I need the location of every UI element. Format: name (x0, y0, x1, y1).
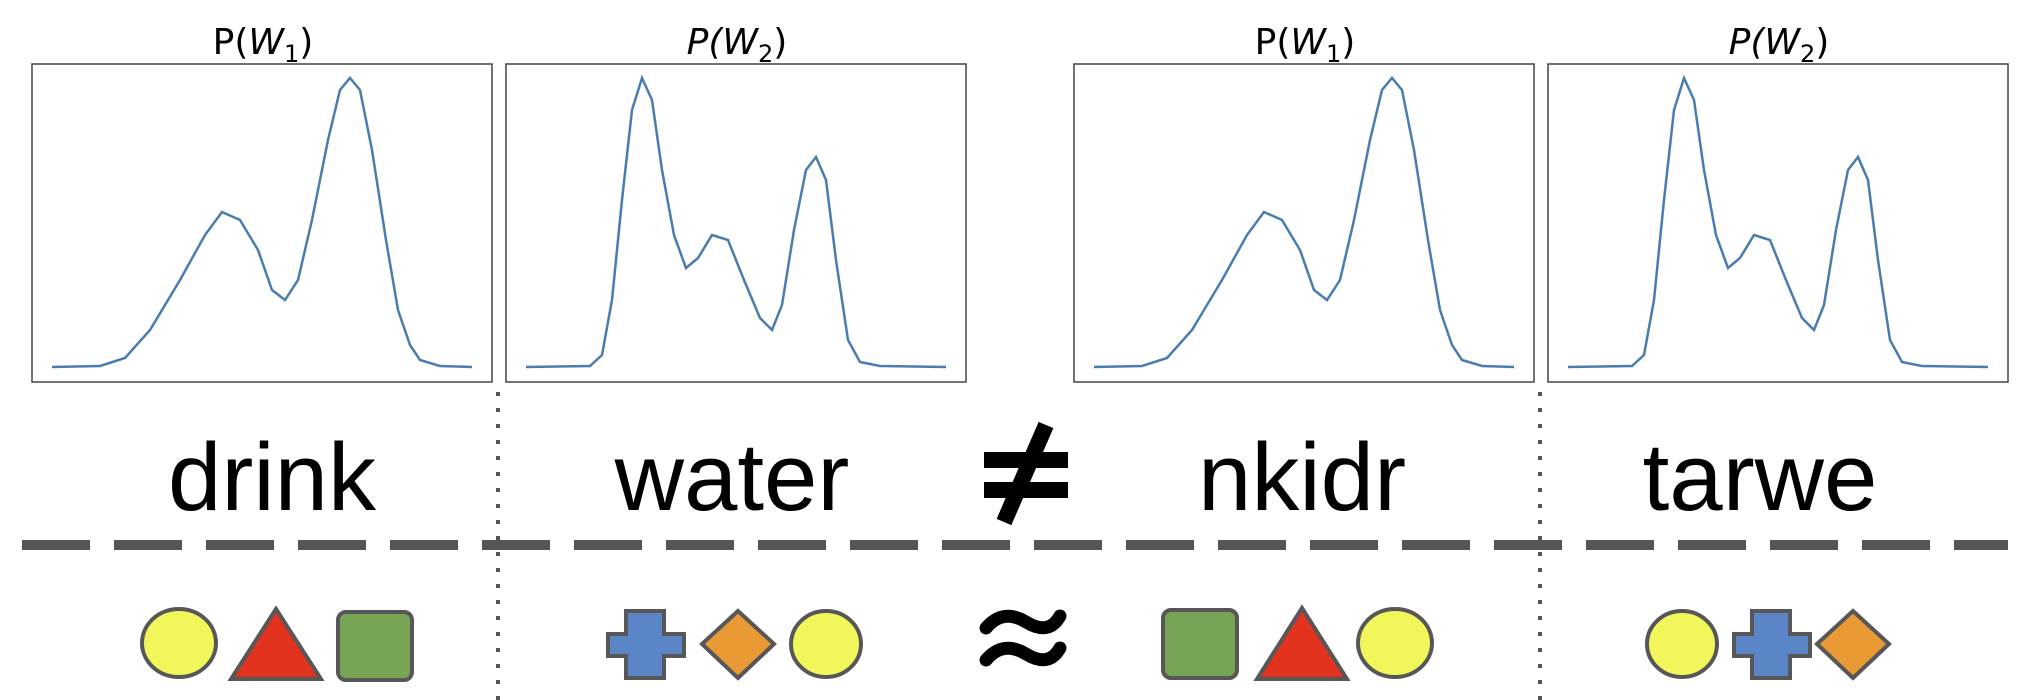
shape-group-3 (1161, 604, 1434, 681)
plot-panel-2: P(W2) (505, 22, 967, 383)
panel-title-3: P(W1) (1255, 22, 1356, 68)
yellow-circle (140, 607, 218, 679)
green-square (1161, 608, 1239, 680)
distribution-curve (525, 74, 947, 369)
distribution-curve (51, 76, 473, 369)
word-1: drink (168, 424, 377, 531)
word-2: water (614, 424, 850, 531)
orange-diamond (1814, 608, 1892, 681)
distribution-curve (1567, 74, 1989, 369)
word-3: nkidr (1198, 424, 1406, 531)
yellow-circle (1356, 607, 1434, 679)
panel-title-1: P(W1) (213, 22, 314, 68)
red-triangle (227, 605, 325, 681)
orange-diamond (699, 608, 777, 681)
not-equal-symbol (984, 421, 1068, 526)
yellow-circle (1645, 609, 1719, 679)
panel-title-4: P(W2) (1729, 22, 1830, 68)
panel-title-2: P(W2) (687, 22, 788, 68)
plot-panel-1: P(W1) (31, 22, 493, 383)
plot-frame (1547, 63, 2009, 383)
plot-frame (505, 63, 967, 383)
shape-group-4 (1645, 608, 1892, 681)
blue-cross (1732, 609, 1812, 680)
plot-panel-4: P(W2) (1547, 22, 2009, 383)
distribution-curve (1093, 76, 1515, 369)
red-triangle (1253, 604, 1351, 681)
plot-frame (1073, 63, 1535, 383)
plot-panel-3: P(W1) (1073, 22, 1535, 383)
yellow-circle (789, 609, 863, 679)
plot-frame (31, 63, 493, 383)
shape-group-2 (606, 608, 863, 681)
shape-group-1 (140, 605, 414, 682)
blue-cross (606, 609, 686, 680)
green-square (336, 610, 414, 682)
approx-equal-symbol (979, 609, 1067, 667)
word-4: tarwe (1643, 424, 1878, 531)
